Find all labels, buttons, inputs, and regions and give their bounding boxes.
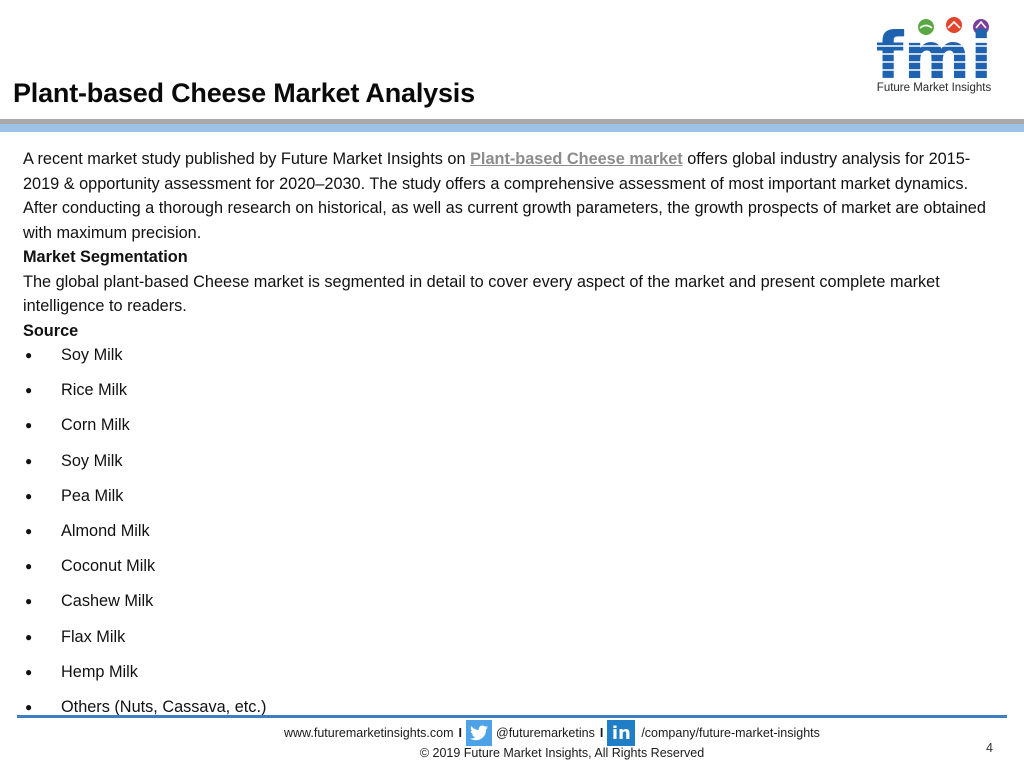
list-item-label: Cashew Milk — [61, 592, 154, 611]
header-divider-blue — [0, 124, 1024, 132]
footer-divider — [17, 715, 1007, 718]
logo-caption: Future Market Insights — [876, 82, 992, 94]
bullet-icon: ● — [25, 348, 33, 362]
segmentation-paragraph: The global plant-based Cheese market is … — [23, 272, 940, 316]
logo-red-dot-icon — [946, 17, 962, 33]
list-item: ● Almond Milk — [23, 519, 1003, 554]
footer-separator: I — [599, 726, 604, 740]
list-item-label: Soy Milk — [61, 451, 123, 470]
list-item: ● Coconut Milk — [23, 554, 1003, 589]
list-item: ● Soy Milk — [23, 343, 1003, 378]
bullet-icon: ● — [25, 559, 33, 574]
list-item: ● Hemp Milk — [23, 660, 1003, 695]
list-item: ● Corn Milk — [23, 413, 1003, 448]
linkedin-path-link[interactable]: /company/future-market-insights — [641, 726, 820, 740]
list-item-label: Coconut Milk — [61, 557, 156, 576]
intro-paragraph: A recent market study published by Futur… — [23, 147, 1003, 245]
list-item-label: Hemp Milk — [61, 662, 138, 681]
slide-content: A recent market study published by Futur… — [23, 147, 1003, 730]
list-item-label: Rice Milk — [61, 381, 128, 400]
list-item-label: Corn Milk — [61, 416, 130, 435]
twitter-bird-icon — [470, 725, 488, 741]
list-item-label: Soy Milk — [61, 346, 123, 364]
footer-separator: I — [458, 726, 462, 740]
linkedin-icon[interactable]: in — [607, 720, 636, 746]
fmi-logo: fmi — [864, 16, 1004, 100]
bullet-icon: ● — [25, 594, 33, 609]
list-item-label: Others (Nuts, Cassava, etc.) — [61, 697, 267, 716]
plant-based-cheese-market-link[interactable]: Plant-based Cheese market — [470, 150, 683, 168]
list-item: ● Flax Milk — [23, 625, 1003, 660]
list-item: ● Pea Milk — [23, 484, 1003, 519]
bullet-icon: ● — [25, 488, 33, 503]
source-list: ● Soy Milk ● Rice Milk ● Corn Milk ● Soy Mil… — [23, 343, 1003, 730]
footer-links: www.futuremarketinsights.com I @futurema… — [284, 719, 820, 747]
bullet-icon: ● — [25, 383, 33, 398]
list-item-label: Pea Milk — [61, 486, 124, 505]
bullet-icon: ● — [25, 699, 33, 714]
slide-title: Plant-based Cheese Market Analysis — [13, 78, 475, 108]
list-item: ● Others (Nuts, Cassava, etc.) — [23, 695, 1003, 730]
list-item: ● Rice Milk — [23, 378, 1003, 413]
bullet-icon: ● — [25, 664, 33, 679]
bullet-icon: ● — [25, 418, 33, 433]
bullet-icon: ● — [25, 629, 33, 644]
list-item: ● Cashew Milk — [23, 589, 1003, 624]
copyright-notice: © 2019 Future Market Insights, All Right… — [419, 746, 705, 760]
list-item-label: Flax Milk — [61, 627, 126, 646]
intro-text-end: offers global industry analysis for 2015… — [23, 150, 986, 242]
bullet-icon: ● — [25, 523, 33, 538]
source-heading: Source — [23, 321, 79, 340]
logo-purple-dot-icon — [973, 19, 989, 35]
header-divider-gray — [0, 119, 1024, 124]
twitter-handle-link[interactable]: @futuremarketins — [496, 726, 595, 740]
fmi-logo-graphic: fmi — [864, 17, 1004, 94]
bullet-icon: ● — [25, 453, 33, 468]
list-item-label: Almond Milk — [61, 521, 150, 540]
website-link[interactable]: www.futuremarketinsights.com — [284, 726, 454, 740]
logo-letters: fmi — [876, 20, 992, 94]
logo-green-dot-icon — [918, 19, 934, 35]
market-segmentation-heading: Market Segmentation — [23, 248, 188, 266]
intro-text-start: A recent market study published by Futur… — [23, 150, 471, 168]
page-number: 4 — [986, 741, 993, 755]
list-item: ● Soy Milk — [23, 449, 1003, 484]
twitter-icon[interactable] — [466, 720, 492, 746]
